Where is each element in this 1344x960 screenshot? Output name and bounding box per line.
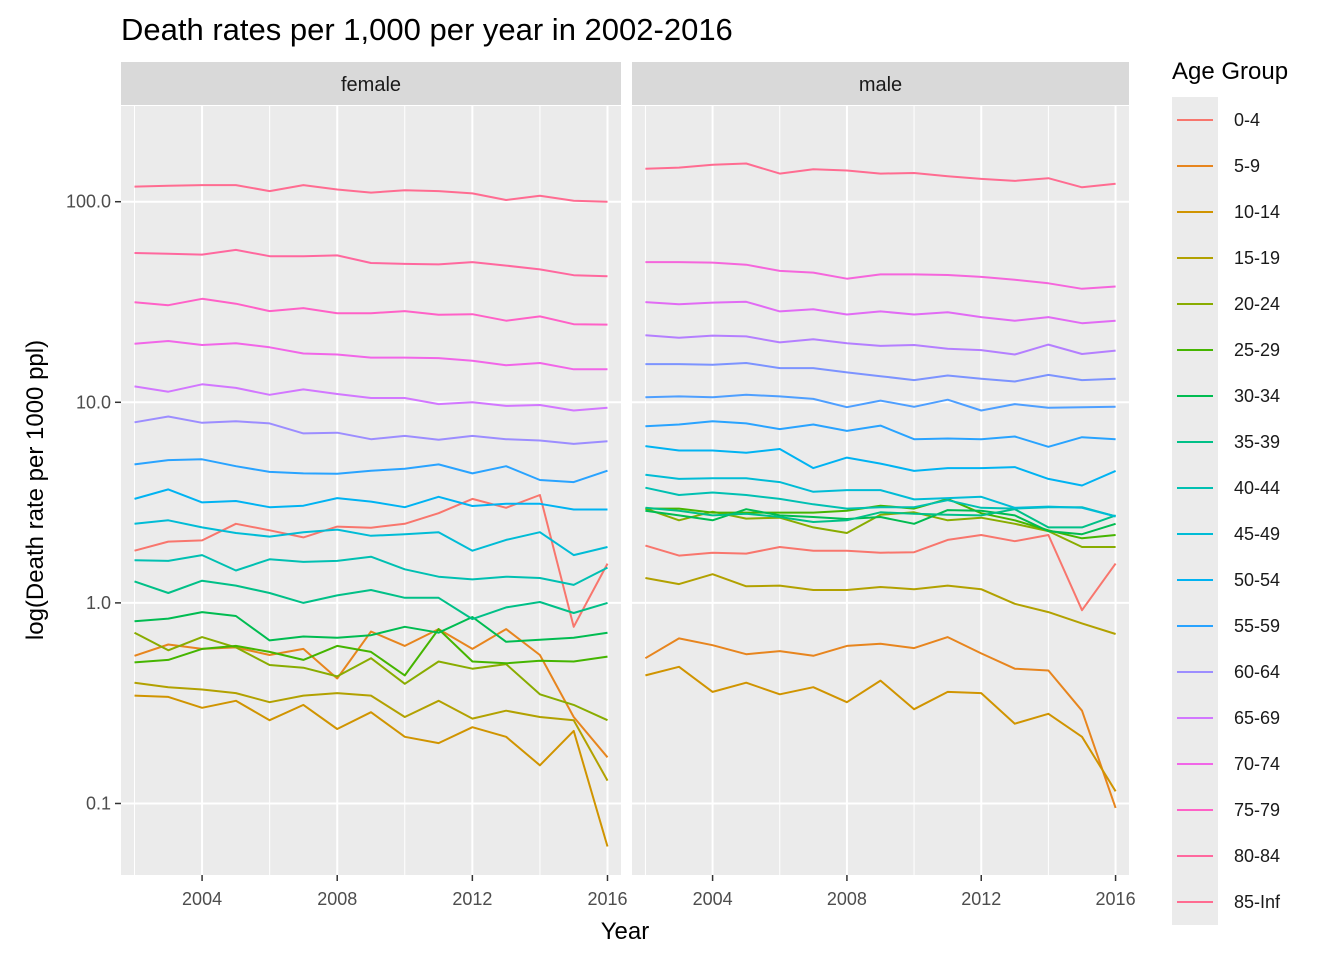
legend-label-85-Inf: 85-Inf: [1234, 892, 1281, 912]
legend-label-60-64: 60-64: [1234, 662, 1280, 682]
series-line-female-70-74: [134, 340, 608, 371]
legend-title: Age Group: [1172, 58, 1288, 85]
series-line-female-35-39: [134, 579, 608, 621]
x-tick-label: 2016: [1096, 889, 1136, 909]
series-line-female-75-79: [134, 297, 608, 326]
x-tick-label: 2008: [317, 889, 357, 909]
legend-label-45-49: 45-49: [1234, 524, 1280, 544]
y-tick-label: 1.0: [86, 593, 111, 613]
panel-background-female: [121, 106, 621, 875]
x-tick-label: 2008: [827, 889, 867, 909]
legend-label-10-14: 10-14: [1234, 202, 1280, 222]
series-line-male-10-14: [645, 665, 1117, 792]
series-line-female-15-19: [134, 681, 609, 782]
series-line-male-45-49: [645, 473, 1116, 518]
y-tick-label: 0.1: [86, 793, 111, 813]
series-line-male-50-54: [645, 445, 1116, 487]
series-line-female-60-64: [134, 415, 608, 445]
series-line-female-20-24: [134, 631, 608, 722]
series-line-female-65-69: [134, 383, 608, 412]
series-line-female-45-49: [134, 519, 608, 557]
series-line-male-0-4: [645, 534, 1117, 612]
y-tick-label: 100.0: [66, 192, 111, 212]
chart-title: Death rates per 1,000 per year in 2002-2…: [121, 12, 733, 47]
series-line-male-55-59: [645, 420, 1116, 448]
legend-label-20-24: 20-24: [1234, 294, 1280, 314]
series-line-male-15-19: [645, 573, 1116, 635]
legend-label-30-34: 30-34: [1234, 386, 1280, 406]
legend: 0-4 5-9 10-14 15-19 20-24 25-29 30-34 35-39 40-4…: [1172, 97, 1281, 925]
x-axis-title: Year: [601, 918, 650, 945]
series-line-female-10-14: [134, 694, 609, 847]
x-tick-label: 2004: [182, 889, 222, 909]
x-tick-label: 2012: [961, 889, 1001, 909]
legend-label-80-84: 80-84: [1234, 846, 1280, 866]
panel-male: male 2004 2008 2012 2016: [632, 62, 1136, 909]
x-tick-label: 2016: [587, 889, 627, 909]
legend-label-70-74: 70-74: [1234, 754, 1280, 774]
series-line-female-55-59: [134, 458, 608, 484]
series-line-male-5-9: [644, 636, 1117, 809]
y-tick-label: 10.0: [76, 392, 111, 412]
series-line-female-0-4: [134, 494, 609, 628]
series-line-male-80-84: [645, 261, 1116, 290]
facet-strip-female: [121, 62, 621, 105]
legend-label-50-54: 50-54: [1234, 570, 1280, 590]
legend-label-65-69: 65-69: [1234, 708, 1280, 728]
series-line-male-75-79: [645, 300, 1116, 325]
series-line-female-30-34: [134, 611, 608, 643]
legend-label-0-4: 0-4: [1234, 110, 1260, 130]
legend-label-40-44: 40-44: [1234, 478, 1280, 498]
legend-label-25-29: 25-29: [1234, 340, 1280, 360]
facet-strip-male: [632, 62, 1129, 105]
series-line-male-70-74: [645, 334, 1116, 356]
series-line-male-60-64: [645, 393, 1116, 412]
y-axis-title: log(Death rate per 1000 ppl): [22, 340, 49, 640]
panel-female: female 2004 2008 2012 2016: [121, 62, 628, 909]
facet-label-female: female: [341, 74, 401, 96]
facet-panels: female 2004 2008 2012 2016 male 2004 2008 2012 20…: [66, 62, 1136, 909]
series-line-male-30-34: [645, 508, 1116, 536]
series-line-female-80-84: [134, 248, 608, 278]
series-line-female-50-54: [134, 488, 608, 511]
legend-label-35-39: 35-39: [1234, 432, 1280, 452]
series-line-male-85-Inf: [645, 162, 1116, 189]
series-line-female-40-44: [134, 554, 608, 586]
series-line-male-35-39: [645, 506, 1116, 529]
legend-label-15-19: 15-19: [1234, 248, 1280, 268]
facet-label-male: male: [859, 74, 902, 96]
series-line-male-65-69: [645, 362, 1116, 383]
legend-label-75-79: 75-79: [1234, 800, 1280, 820]
legend-label-5-9: 5-9: [1234, 156, 1260, 176]
x-tick-label: 2004: [693, 889, 733, 909]
x-tick-label: 2012: [452, 889, 492, 909]
series-line-female-25-29: [134, 628, 608, 677]
legend-label-55-59: 55-59: [1234, 616, 1280, 636]
series-line-female-85-Inf: [134, 184, 608, 203]
